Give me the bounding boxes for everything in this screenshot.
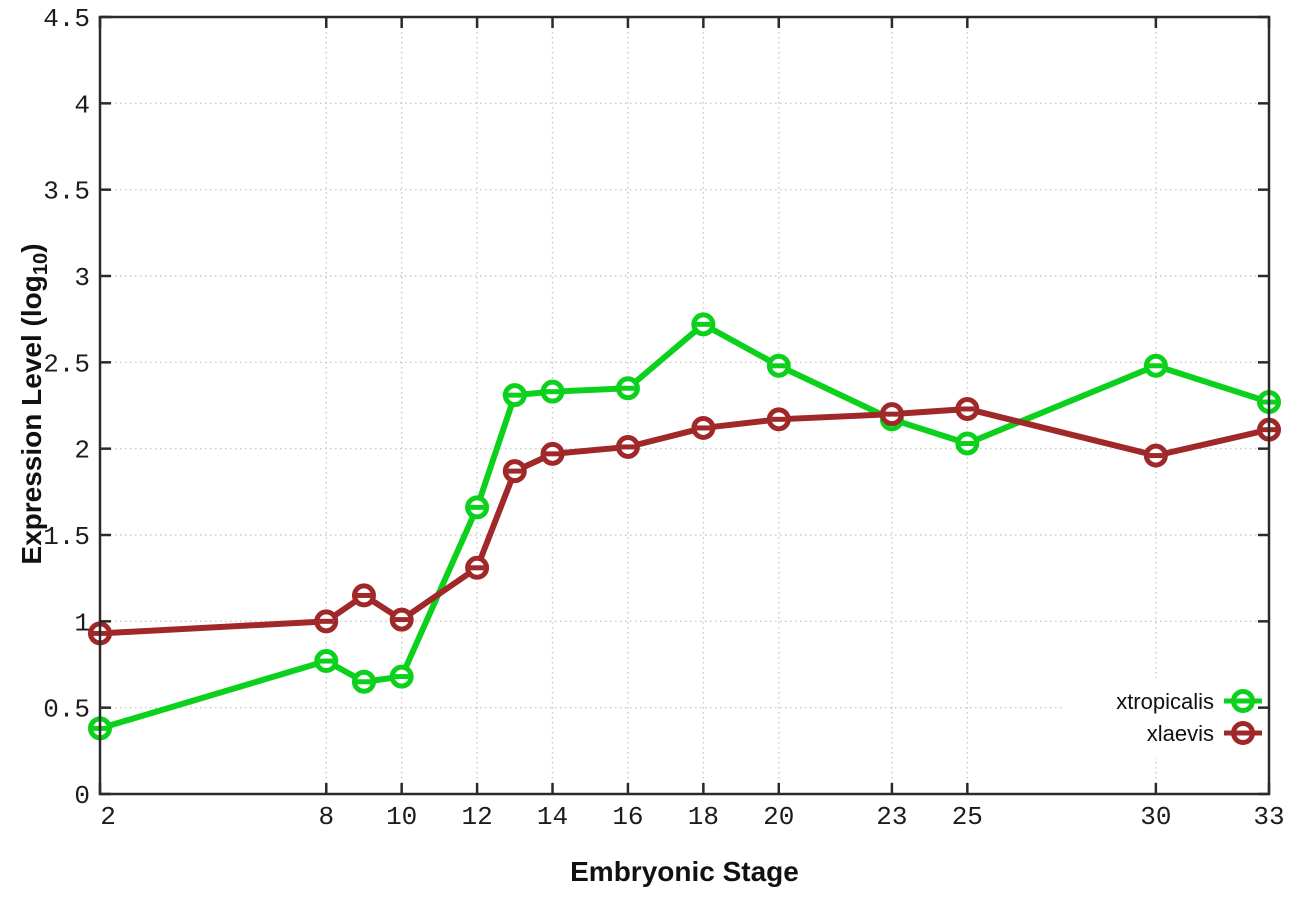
- x-tick-label: 18: [688, 802, 719, 832]
- x-tick-label: 16: [612, 802, 643, 832]
- legend-label-xtropicalis: xtropicalis: [1116, 689, 1214, 714]
- data-point-xtropicalis: [314, 649, 339, 674]
- legend-entry-xlaevis: xlaevis: [1147, 721, 1262, 746]
- data-point-xtropicalis: [691, 312, 716, 337]
- data-point-xlaevis: [955, 396, 980, 421]
- legend-label-xlaevis: xlaevis: [1147, 721, 1214, 746]
- x-tick-label: 14: [537, 802, 568, 832]
- y-tick-label: 2.5: [43, 349, 90, 379]
- y-tick-label: 0: [74, 781, 90, 811]
- x-tick-label: 20: [763, 802, 794, 832]
- data-point-xlaevis: [879, 402, 904, 427]
- y-tick-label: 1.5: [43, 522, 90, 552]
- y-axis-title-main: Expression Level (log: [16, 275, 47, 565]
- x-tick-label: 12: [461, 802, 492, 832]
- data-point-xlaevis: [615, 434, 640, 459]
- x-tick-label: 33: [1253, 802, 1284, 832]
- y-tick-label: 4: [74, 90, 90, 120]
- data-point-xtropicalis: [540, 379, 565, 404]
- series-line-xlaevis: [97, 405, 1272, 637]
- x-tick-label: 10: [386, 802, 417, 832]
- data-point-xtropicalis: [766, 353, 791, 378]
- data-point-xlaevis: [766, 407, 791, 432]
- data-point-xlaevis: [389, 607, 414, 632]
- y-axis-title: Expression Level (log10): [16, 243, 52, 565]
- x-axis-title: Embryonic Stage: [100, 856, 1269, 888]
- axis-layer: [98, 15, 1271, 796]
- x-tick-label: 2: [100, 802, 116, 832]
- data-point-xlaevis: [351, 583, 376, 608]
- legend-background: [1062, 678, 1266, 758]
- x-tick-label: 25: [952, 802, 983, 832]
- x-tick-label: 8: [318, 802, 334, 832]
- tick-label-layer: 2 8 10 12 14 16 18 20 23 25 30 33 0 0.5 1 1.5 2 2.5 3 3.5 4 4…: [43, 4, 1284, 832]
- x-tick-label: 30: [1140, 802, 1171, 832]
- data-point-xtropicalis: [389, 664, 414, 689]
- data-point-xlaevis: [1143, 443, 1168, 468]
- data-point-xtropicalis: [955, 431, 980, 456]
- x-axis-title-text: Embryonic Stage: [570, 856, 799, 887]
- y-tick-label: 2: [74, 436, 90, 466]
- data-point-xlaevis: [502, 459, 527, 484]
- y-tick-label: 4.5: [43, 4, 90, 34]
- y-tick-label: 3.5: [43, 177, 90, 207]
- data-point-xtropicalis: [465, 495, 490, 520]
- data-point-xlaevis: [540, 441, 565, 466]
- data-point-xtropicalis: [1143, 353, 1168, 378]
- legend-entry-xtropicalis: xtropicalis: [1116, 689, 1262, 714]
- legend: xtropicalis xlaevis: [1116, 689, 1262, 746]
- y-axis-title-close: ): [16, 243, 47, 253]
- data-point-xlaevis: [691, 415, 716, 440]
- grid-layer: [100, 17, 1269, 794]
- series-layer: [88, 312, 1281, 741]
- y-axis-title-subscript: 10: [29, 252, 52, 276]
- plot-border: [98, 15, 1271, 796]
- data-point-xlaevis: [314, 609, 339, 634]
- data-point-xtropicalis: [351, 669, 376, 694]
- series-line-xtropicalis: [97, 321, 1272, 732]
- y-tick-label: 0.5: [43, 695, 90, 725]
- y-tick-label: 1: [74, 608, 90, 638]
- data-point-xtropicalis: [502, 383, 527, 408]
- y-tick-label: 3: [74, 263, 90, 293]
- data-point-xtropicalis: [615, 376, 640, 401]
- data-point-xlaevis: [465, 555, 490, 580]
- x-tick-label: 23: [876, 802, 907, 832]
